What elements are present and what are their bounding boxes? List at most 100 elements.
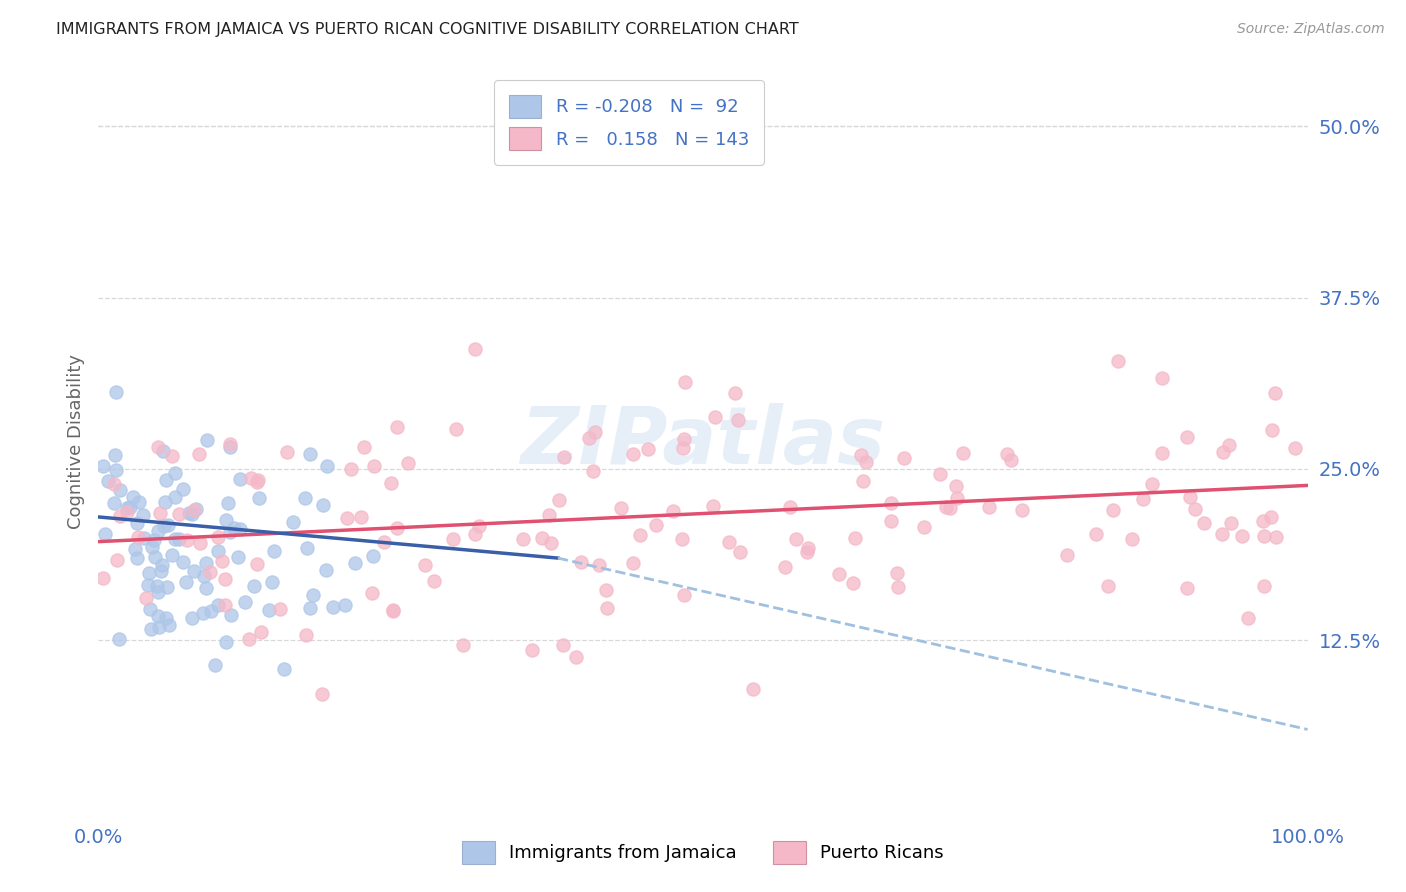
Point bbox=[91, 459, 114, 474]
Point bbox=[228, 522, 250, 536]
Point bbox=[512, 533, 534, 547]
Point bbox=[828, 566, 851, 581]
Point bbox=[1264, 530, 1286, 544]
Point bbox=[385, 521, 408, 535]
Point bbox=[149, 506, 172, 520]
Point bbox=[350, 510, 373, 524]
Point bbox=[139, 622, 162, 636]
Point bbox=[150, 558, 173, 573]
Point bbox=[135, 591, 157, 605]
Point bbox=[979, 500, 1001, 514]
Point bbox=[1132, 491, 1154, 506]
Point bbox=[1219, 516, 1241, 530]
Point bbox=[191, 606, 214, 620]
Point bbox=[662, 504, 685, 518]
Point bbox=[148, 620, 170, 634]
Point bbox=[152, 444, 174, 458]
Point bbox=[128, 495, 150, 509]
Point bbox=[138, 566, 160, 581]
Point bbox=[246, 475, 269, 490]
Point bbox=[247, 473, 270, 487]
Point bbox=[1253, 579, 1275, 593]
Text: IMMIGRANTS FROM JAMAICA VS PUERTO RICAN COGNITIVE DISABILITY CORRELATION CHART: IMMIGRANTS FROM JAMAICA VS PUERTO RICAN … bbox=[56, 22, 799, 37]
Point bbox=[702, 499, 724, 513]
Point bbox=[415, 558, 437, 572]
Point bbox=[339, 462, 361, 476]
Point bbox=[880, 514, 903, 528]
Point bbox=[222, 521, 245, 535]
Point bbox=[581, 464, 603, 478]
Point bbox=[246, 557, 269, 571]
Point bbox=[423, 574, 446, 588]
Point bbox=[183, 564, 205, 578]
Point bbox=[553, 450, 575, 464]
Point bbox=[105, 553, 128, 567]
Legend: Immigrants from Jamaica, Puerto Ricans: Immigrants from Jamaica, Puerto Ricans bbox=[449, 826, 957, 879]
Point bbox=[172, 555, 194, 569]
Point bbox=[174, 575, 197, 590]
Point bbox=[363, 549, 385, 563]
Point bbox=[583, 425, 606, 439]
Point bbox=[588, 558, 610, 573]
Point bbox=[180, 611, 202, 625]
Point bbox=[797, 541, 820, 555]
Point bbox=[1264, 386, 1286, 401]
Point bbox=[125, 550, 148, 565]
Point bbox=[207, 530, 229, 544]
Point bbox=[441, 532, 464, 546]
Point bbox=[214, 598, 236, 612]
Point bbox=[294, 628, 316, 642]
Point bbox=[194, 582, 217, 596]
Point bbox=[396, 457, 419, 471]
Point bbox=[673, 432, 696, 446]
Point bbox=[360, 586, 382, 600]
Point bbox=[263, 544, 285, 558]
Point bbox=[1175, 430, 1198, 444]
Point bbox=[912, 519, 935, 533]
Point bbox=[353, 440, 375, 454]
Point bbox=[1251, 514, 1274, 528]
Point bbox=[727, 412, 749, 426]
Point bbox=[260, 574, 283, 589]
Point bbox=[276, 444, 298, 458]
Point bbox=[1000, 453, 1022, 467]
Point bbox=[704, 409, 727, 424]
Point bbox=[295, 541, 318, 555]
Point bbox=[249, 624, 271, 639]
Point bbox=[211, 554, 233, 568]
Point bbox=[343, 557, 366, 571]
Point bbox=[1097, 579, 1119, 593]
Point bbox=[1107, 354, 1129, 368]
Point bbox=[153, 518, 176, 533]
Point bbox=[103, 495, 125, 509]
Point bbox=[1236, 611, 1258, 625]
Point bbox=[233, 595, 256, 609]
Point bbox=[94, 526, 117, 541]
Point bbox=[172, 482, 194, 496]
Point bbox=[105, 384, 128, 399]
Text: Source: ZipAtlas.com: Source: ZipAtlas.com bbox=[1237, 22, 1385, 37]
Point bbox=[842, 575, 865, 590]
Point bbox=[136, 578, 159, 592]
Y-axis label: Cognitive Disability: Cognitive Disability bbox=[66, 354, 84, 529]
Point bbox=[204, 658, 226, 673]
Point bbox=[621, 447, 644, 461]
Point bbox=[645, 517, 668, 532]
Point bbox=[301, 588, 323, 602]
Point bbox=[796, 545, 818, 559]
Point bbox=[387, 419, 409, 434]
Point bbox=[380, 475, 402, 490]
Point bbox=[1178, 490, 1201, 504]
Point bbox=[311, 687, 333, 701]
Point bbox=[537, 508, 560, 523]
Point bbox=[946, 491, 969, 505]
Point bbox=[124, 541, 146, 556]
Point bbox=[382, 604, 405, 618]
Point bbox=[995, 447, 1018, 461]
Point bbox=[218, 524, 240, 539]
Point bbox=[1056, 548, 1078, 562]
Point bbox=[176, 533, 198, 547]
Point bbox=[852, 475, 875, 489]
Point bbox=[887, 580, 910, 594]
Point bbox=[1261, 423, 1284, 437]
